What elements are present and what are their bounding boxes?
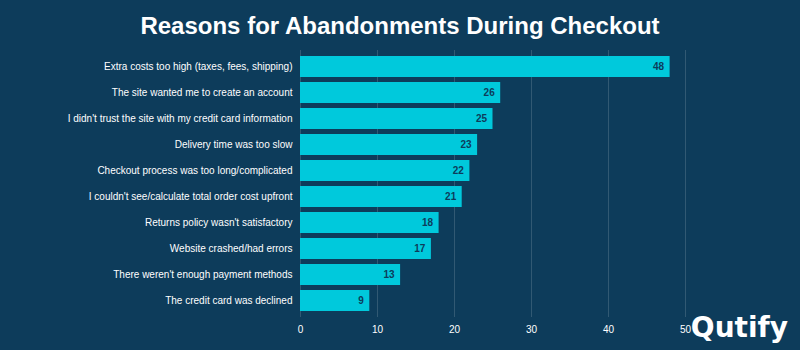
svg-text:40: 40	[603, 324, 615, 335]
svg-text:There weren't enough payment m: There weren't enough payment methods	[113, 269, 292, 280]
svg-text:48: 48	[653, 61, 665, 72]
svg-text:20: 20	[449, 324, 461, 335]
html-text:Qutify: Qutify	[690, 311, 788, 344]
svg-text:I couldn't see/calculate total: I couldn't see/calculate total order cos…	[89, 191, 293, 202]
svg-text:Website crashed/had errors: Website crashed/had errors	[170, 243, 293, 254]
svg-text:10: 10	[372, 324, 384, 335]
svg-text:Returns policy wasn't satisfac: Returns policy wasn't satisfactory	[145, 217, 293, 228]
svg-text:9: 9	[358, 295, 364, 306]
svg-text:22: 22	[453, 165, 465, 176]
svg-text:30: 30	[526, 324, 538, 335]
svg-text:18: 18	[422, 217, 434, 228]
svg-text:The site wanted me to create a: The site wanted me to create an account	[112, 87, 293, 98]
svg-text:21: 21	[445, 191, 457, 202]
svg-text:0: 0	[298, 324, 304, 335]
svg-text:23: 23	[460, 139, 472, 150]
svg-text:13: 13	[383, 269, 395, 280]
svg-text:I didn't trust the site with m: I didn't trust the site with my credit c…	[68, 113, 293, 124]
svg-text:Delivery time was too slow: Delivery time was too slow	[175, 139, 294, 150]
svg-text:50: 50	[680, 324, 692, 335]
svg-text:The credit card was declined: The credit card was declined	[165, 295, 292, 306]
html-text:Reasons for Abandonments Durin: Reasons for Abandonments During Checkout	[140, 12, 660, 39]
svg-text:17: 17	[414, 243, 426, 254]
svg-text:26: 26	[484, 87, 496, 98]
svg-text:25: 25	[476, 113, 488, 124]
svg-text:Checkout process was too long/: Checkout process was too long/complicate…	[97, 165, 292, 176]
svg-text:Extra costs too high (taxes, f: Extra costs too high (taxes, fees, shipp…	[104, 61, 292, 72]
